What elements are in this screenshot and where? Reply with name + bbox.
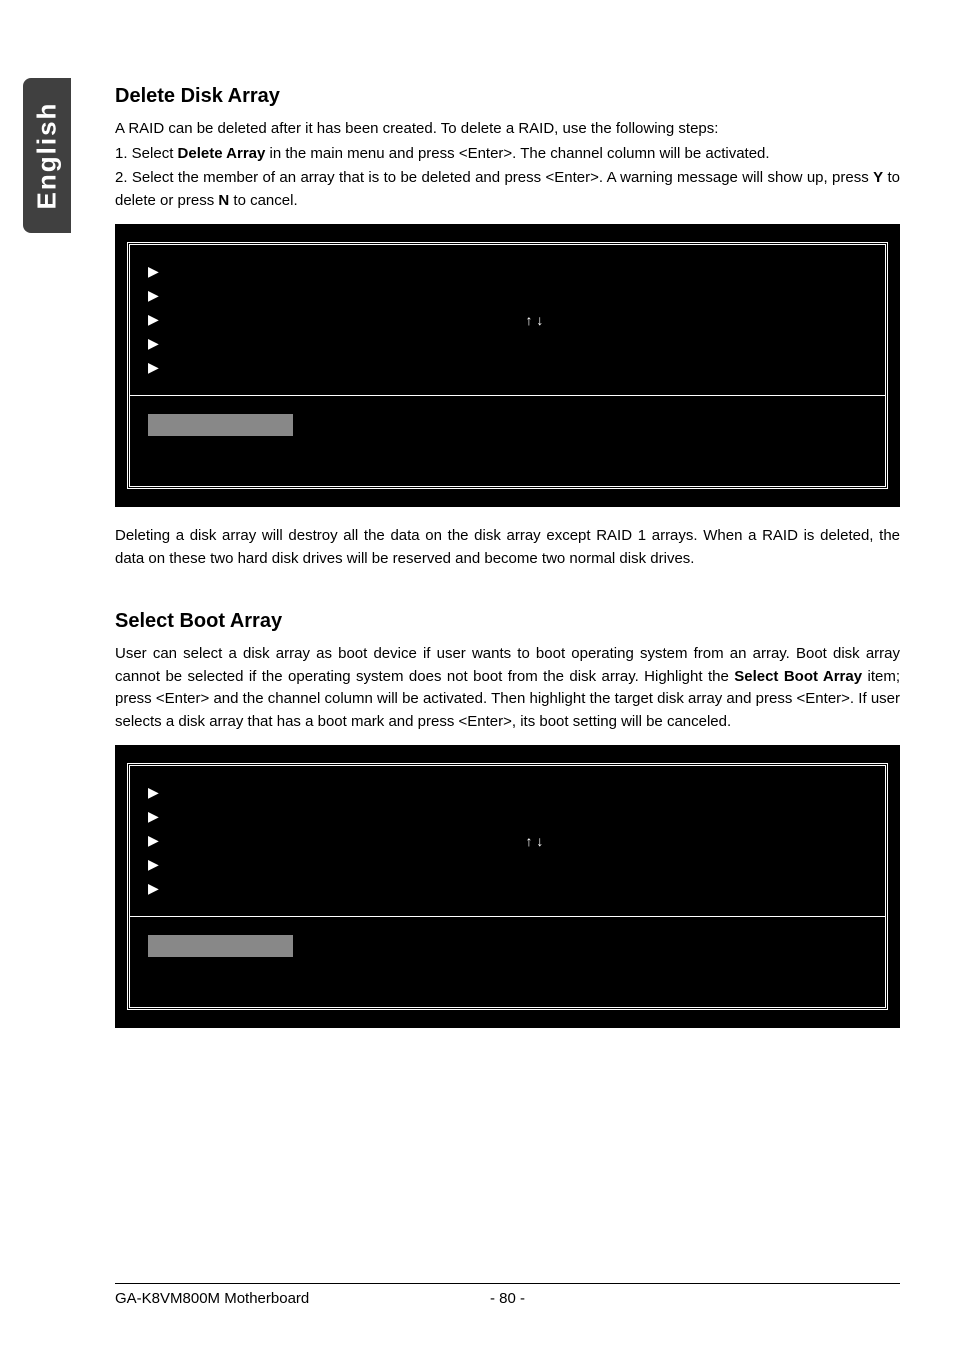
section2: Select Boot Array User can select a disk… xyxy=(115,610,900,1028)
section1-heading: Delete Disk Array xyxy=(115,85,900,108)
menu-item-4: ▶ xyxy=(148,335,500,352)
footer-rule xyxy=(115,1283,900,1284)
footer-row: GA-K8VM800M Motherboard - 80 - xyxy=(115,1290,900,1307)
step1-post: in the main menu and press <Enter>. The … xyxy=(265,145,769,162)
bios-right-1: ↑ ↓ xyxy=(508,245,886,395)
menu-item-5: ▶ xyxy=(148,359,500,376)
language-tab-text: English xyxy=(32,102,63,210)
step1-bold: Delete Array xyxy=(178,145,266,162)
section2-bold: Select Boot Array xyxy=(734,668,862,685)
page-footer: GA-K8VM800M Motherboard - 80 - xyxy=(115,1283,900,1307)
menu-item-3: ▶ xyxy=(148,311,500,328)
section2-heading: Select Boot Array xyxy=(115,610,900,633)
footer-left: GA-K8VM800M Motherboard xyxy=(115,1290,309,1307)
step1-pre: 1. Select xyxy=(115,145,178,162)
bios-top-2: ▶ ▶ ▶ ▶ ▶ ↑ ↓ xyxy=(130,766,885,916)
footer-right-spacer xyxy=(896,1290,900,1307)
bios-bottom-2 xyxy=(130,917,885,1007)
section1-intro: A RAID can be deleted after it has been … xyxy=(115,118,900,141)
page-number: - 80 - xyxy=(490,1290,525,1307)
step2-pre: 2. Select the member of an array that is… xyxy=(115,169,873,186)
bios-bottom-1 xyxy=(130,396,885,486)
selection-bar-1 xyxy=(148,414,293,436)
nav-arrows-1: ↑ ↓ xyxy=(526,312,544,328)
step2-bold1: Y xyxy=(873,169,883,186)
menu2-item-3: ▶ xyxy=(148,832,500,849)
step2-bold2: N xyxy=(218,192,229,209)
menu2-item-2: ▶ xyxy=(148,808,500,825)
menu2-item-5: ▶ xyxy=(148,880,500,897)
nav-arrows-2: ↑ ↓ xyxy=(526,833,544,849)
bios-top-1: ▶ ▶ ▶ ▶ ▶ ↑ ↓ xyxy=(130,245,885,395)
bios-panel-1: ▶ ▶ ▶ ▶ ▶ ↑ ↓ xyxy=(115,224,900,507)
menu-item-2: ▶ xyxy=(148,287,500,304)
selection-bar-2 xyxy=(148,935,293,957)
bios-menu-2: ▶ ▶ ▶ ▶ ▶ xyxy=(130,766,508,916)
main-content: Delete Disk Array A RAID can be deleted … xyxy=(115,85,900,1046)
language-tab: English xyxy=(23,78,71,233)
menu-item-1: ▶ xyxy=(148,263,500,280)
section1-after: Deleting a disk array will destroy all t… xyxy=(115,525,900,570)
bios-menu-1: ▶ ▶ ▶ ▶ ▶ xyxy=(130,245,508,395)
section1-step2: 2. Select the member of an array that is… xyxy=(115,167,900,212)
bios-inner-1: ▶ ▶ ▶ ▶ ▶ ↑ ↓ xyxy=(127,242,888,489)
menu2-item-1: ▶ xyxy=(148,784,500,801)
section1-step1: 1. Select Delete Array in the main menu … xyxy=(115,143,900,166)
step2-post: to cancel. xyxy=(229,192,297,209)
bios-panel-2: ▶ ▶ ▶ ▶ ▶ ↑ ↓ xyxy=(115,745,900,1028)
section2-para: User can select a disk array as boot dev… xyxy=(115,643,900,733)
menu2-item-4: ▶ xyxy=(148,856,500,873)
bios-right-2: ↑ ↓ xyxy=(508,766,886,916)
bios-inner-2: ▶ ▶ ▶ ▶ ▶ ↑ ↓ xyxy=(127,763,888,1010)
